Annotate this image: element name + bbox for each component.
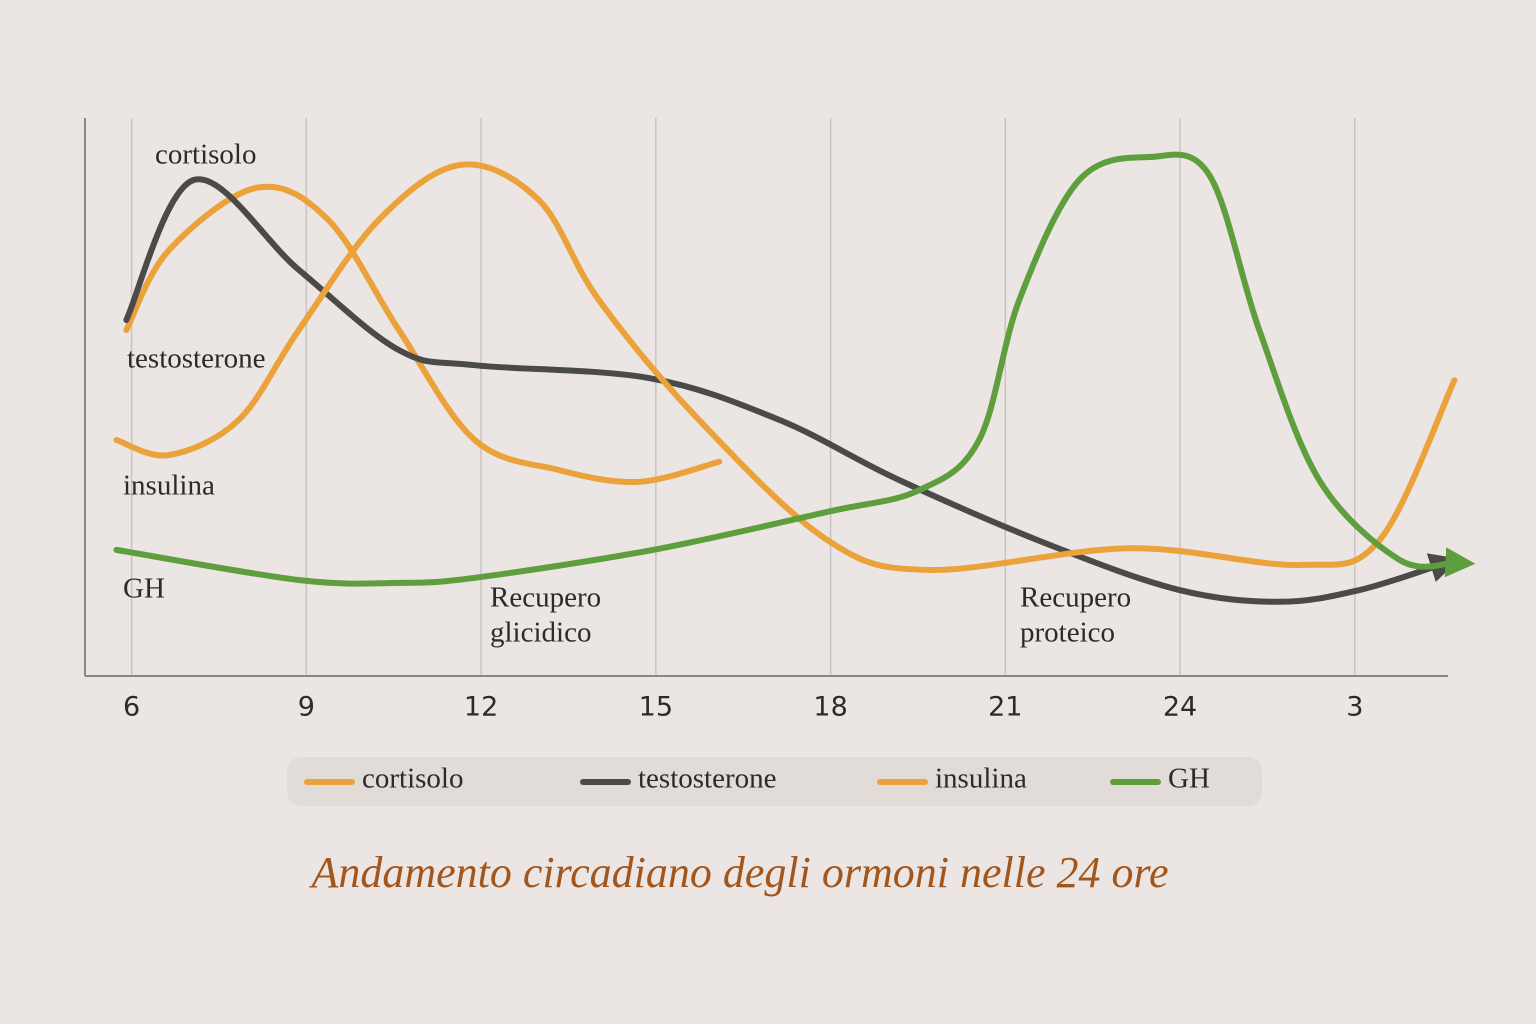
legend-label: GH (1168, 763, 1210, 795)
annotation: glicidico (490, 617, 591, 649)
series-label: testosterone (127, 343, 266, 375)
legend-box (287, 757, 1262, 806)
legend-label: cortisolo (362, 763, 464, 795)
chart-title: Andamento circadiano degli ormoni nelle … (308, 848, 1168, 897)
x-tick-label: 6 (123, 692, 140, 723)
x-tick-label: 24 (1163, 692, 1197, 723)
series-line (113, 161, 1458, 573)
series-label: GH (123, 573, 165, 605)
annotation: Recupero (490, 582, 601, 614)
x-tick-label: 21 (988, 692, 1022, 723)
series-line (113, 151, 1476, 587)
series-label: insulina (123, 470, 215, 502)
x-tick-label: 12 (464, 692, 498, 723)
legend-label: testosterone (638, 763, 777, 795)
x-tick-label: 15 (639, 692, 673, 723)
annotation: Recupero (1020, 582, 1131, 614)
series-label: cortisolo (155, 139, 257, 171)
annotation: proteico (1020, 617, 1115, 649)
x-tick-label: 3 (1346, 692, 1363, 723)
x-tick-label: 9 (298, 692, 315, 723)
legend-label: insulina (935, 763, 1027, 795)
series-line (123, 183, 723, 486)
x-tick-label: 18 (813, 692, 847, 723)
series-line (123, 176, 1460, 605)
